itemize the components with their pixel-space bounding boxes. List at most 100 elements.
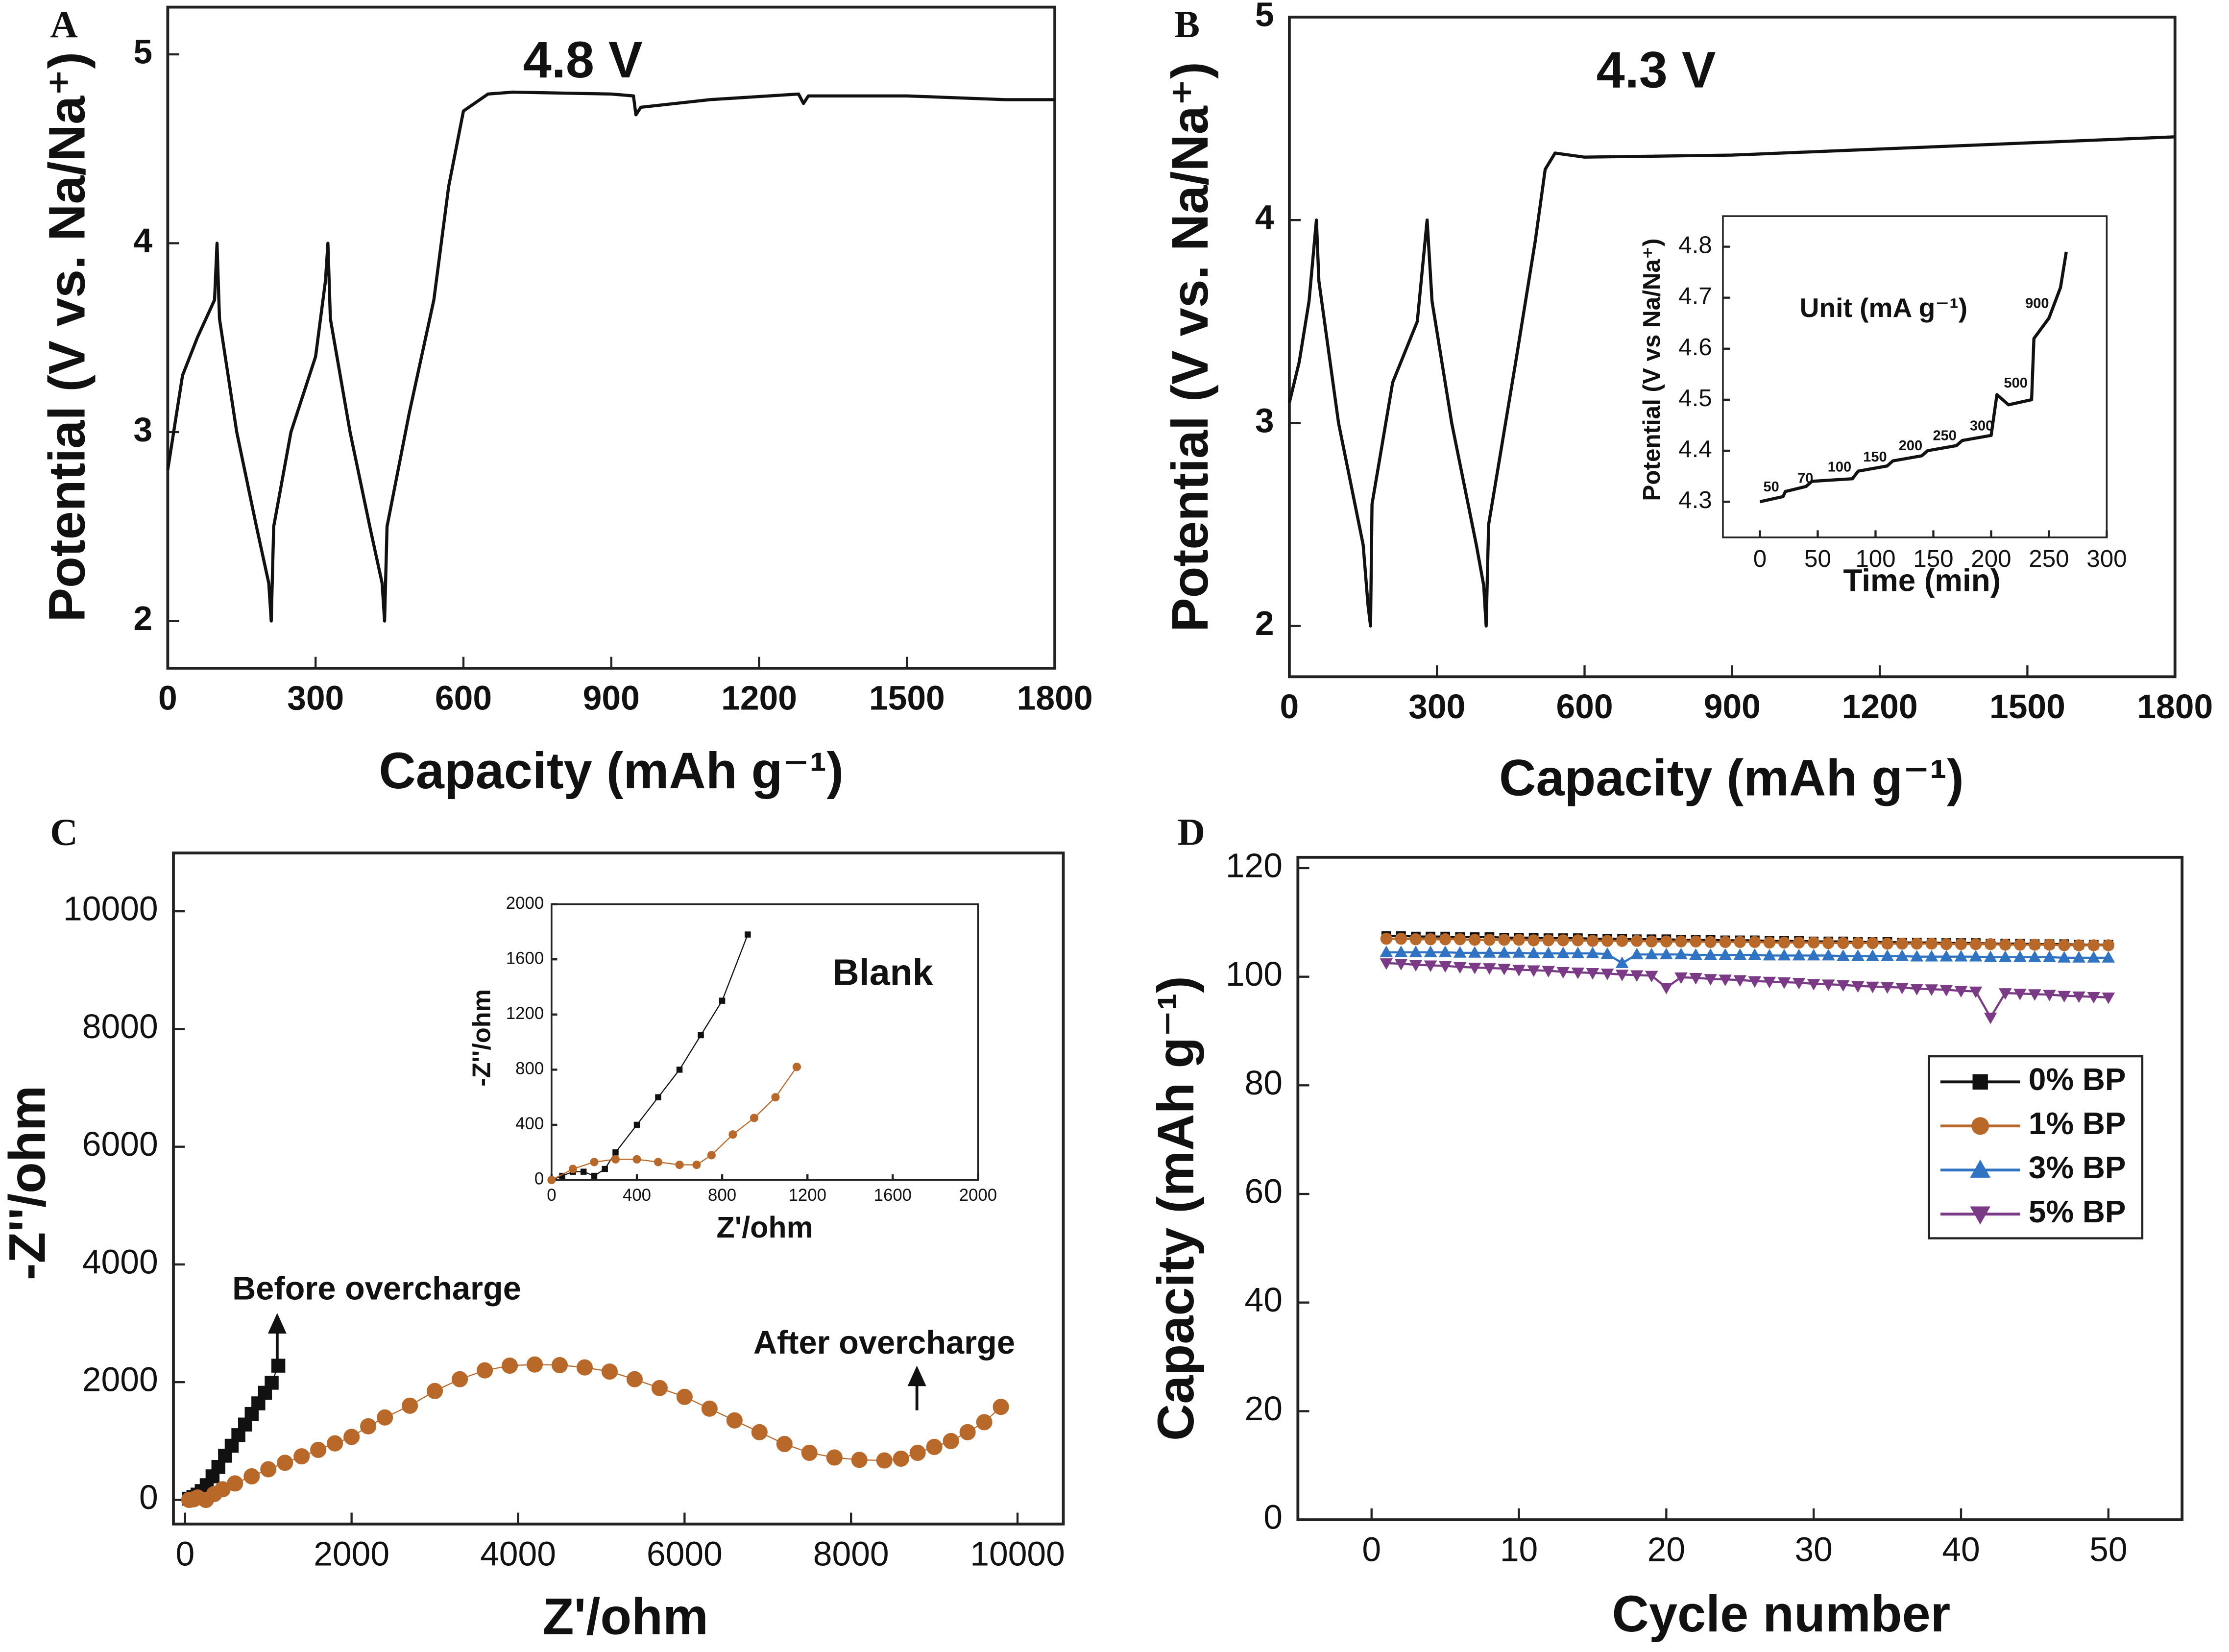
x-tick-label: 10 (1500, 1531, 1538, 1569)
marker (1689, 948, 1702, 960)
marker (265, 1376, 279, 1390)
y-tick-label: 400 (515, 1114, 544, 1133)
marker (692, 1161, 701, 1169)
y-tick-label: 4 (133, 221, 152, 260)
marker (590, 1158, 599, 1166)
y-tick-label: 4.4 (1678, 436, 1712, 462)
marker (1645, 947, 1658, 960)
annotation: Unit (mA g⁻¹) (1800, 292, 1967, 323)
marker (1630, 970, 1644, 982)
x-tick-label: 1800 (2137, 687, 2213, 726)
marker (591, 1172, 598, 1179)
marker (227, 1475, 243, 1492)
marker (2028, 989, 2041, 1001)
annotation: Blank (832, 952, 933, 993)
marker (580, 1168, 587, 1175)
marker (377, 1409, 393, 1426)
marker (2013, 989, 2027, 1000)
marker (576, 1359, 593, 1376)
marker (1778, 936, 1791, 949)
marker (601, 1363, 618, 1380)
marker (1970, 1206, 1991, 1225)
marker (993, 1399, 1009, 1415)
marker (976, 1414, 993, 1431)
marker (452, 1371, 468, 1387)
x-tick-label: 40 (1942, 1531, 1980, 1569)
x-tick-label: 1200 (721, 679, 797, 717)
marker (1733, 975, 1747, 987)
x-tick-label: 300 (287, 679, 344, 717)
y-tick-label: 4.6 (1678, 334, 1712, 361)
x-tick-label: 400 (623, 1186, 651, 1205)
x-tick-label: 10000 (970, 1534, 1065, 1573)
x-tick-label: 0 (158, 679, 177, 717)
marker (1660, 947, 1673, 960)
marker (1556, 947, 1570, 958)
marker (707, 1151, 716, 1160)
marker (1527, 934, 1540, 947)
marker (1910, 984, 1924, 996)
y-axis-label: Potential (V vs. Na/Na⁺) (1162, 62, 1219, 632)
x-tick-label: 0 (175, 1534, 194, 1573)
annotation: 250 (1933, 428, 1956, 444)
marker (1733, 948, 1747, 960)
y-tick-label: 5 (1255, 0, 1274, 33)
marker (2043, 950, 2056, 962)
marker (1704, 974, 1717, 986)
marker (547, 1175, 556, 1185)
marker (1881, 949, 1894, 961)
marker (1748, 976, 1762, 988)
marker (1586, 947, 1599, 958)
marker (1821, 948, 1835, 961)
marker (909, 1444, 926, 1461)
marker (792, 1063, 801, 1071)
marker (1424, 933, 1437, 946)
marker (1734, 936, 1746, 948)
marker (1955, 938, 1967, 950)
y-tick-label: 0 (534, 1169, 544, 1189)
marker (1660, 982, 1673, 995)
marker (1453, 946, 1467, 958)
plot: 0 300 600 900 1200 1500 1800 2 3 4 5 Capacity (mAh … (39, 3, 1093, 800)
x-axis-label: Time (min) (1843, 563, 2001, 598)
marker (2087, 992, 2101, 1004)
marker (1719, 974, 1732, 986)
marker (1719, 948, 1732, 960)
marker (1409, 933, 1422, 946)
marker (1483, 934, 1496, 946)
marker (851, 1452, 868, 1468)
x-tick-label: 1500 (869, 679, 945, 717)
marker (602, 1166, 608, 1172)
marker (1999, 939, 2011, 951)
marker (2043, 990, 2056, 1001)
marker (655, 1094, 661, 1100)
marker (1984, 1012, 1997, 1024)
marker (1763, 936, 1776, 949)
marker (1851, 981, 1865, 993)
y-axis-label: Potential (V vs. Na/Na⁺) (39, 52, 96, 622)
marker (701, 1400, 718, 1417)
y-tick-label: 800 (515, 1059, 544, 1078)
marker (1925, 984, 1938, 996)
marker (728, 1130, 737, 1139)
plot: 0 50 100 150 200 250 300 4.3 4.4 4.5 4.6 4.7 4.8 Time… (1638, 215, 2127, 598)
x-tick-label: 800 (708, 1186, 736, 1205)
marker (1527, 947, 1540, 958)
marker (1837, 937, 1849, 949)
marker (1646, 935, 1658, 947)
marker (1793, 936, 1805, 949)
marker (1881, 937, 1893, 950)
x-tick-label: 30 (1794, 1531, 1832, 1569)
plot-frame (1296, 855, 2184, 1521)
marker (1822, 937, 1835, 949)
arrow-head (907, 1365, 926, 1386)
marker (327, 1435, 343, 1452)
marker (1409, 960, 1423, 972)
marker (1630, 947, 1644, 960)
marker (626, 1371, 643, 1387)
series-line (1759, 251, 2068, 504)
y-tick-label: 1200 (506, 1004, 544, 1023)
legend-label: 0% BP (2029, 1062, 2126, 1097)
marker (1631, 935, 1643, 947)
marker (1660, 935, 1672, 947)
